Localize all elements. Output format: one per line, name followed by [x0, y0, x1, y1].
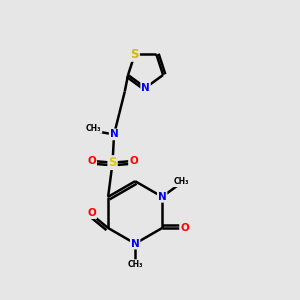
Text: S: S	[130, 48, 139, 61]
Text: CH₃: CH₃	[86, 124, 102, 133]
Text: O: O	[87, 156, 96, 166]
Text: CH₃: CH₃	[173, 178, 189, 187]
Text: O: O	[87, 208, 96, 218]
Text: N: N	[131, 238, 140, 249]
Text: N: N	[158, 192, 167, 202]
Text: N: N	[141, 83, 150, 93]
Text: S: S	[108, 156, 117, 169]
Text: O: O	[129, 156, 138, 166]
Text: N: N	[110, 129, 118, 140]
Text: O: O	[180, 223, 189, 233]
Text: CH₃: CH₃	[128, 260, 143, 269]
